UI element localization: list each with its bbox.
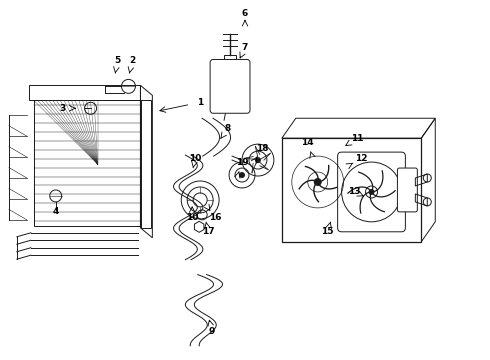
Text: 16: 16 <box>209 213 221 222</box>
Text: 10: 10 <box>189 154 201 163</box>
Text: 17: 17 <box>202 227 215 236</box>
FancyBboxPatch shape <box>210 59 250 113</box>
Text: 10: 10 <box>186 213 198 222</box>
Text: 19: 19 <box>236 158 248 167</box>
Bar <box>34 100 141 226</box>
Bar <box>142 100 151 228</box>
Text: 2: 2 <box>129 56 136 65</box>
Circle shape <box>368 189 374 195</box>
FancyBboxPatch shape <box>397 168 417 212</box>
Text: 18: 18 <box>256 144 268 153</box>
Circle shape <box>239 172 245 178</box>
Text: 3: 3 <box>60 104 66 113</box>
Bar <box>224 55 236 62</box>
Circle shape <box>255 157 261 163</box>
Bar <box>282 138 421 242</box>
Text: 9: 9 <box>209 327 215 336</box>
Text: 8: 8 <box>225 124 231 133</box>
Text: 6: 6 <box>242 9 248 18</box>
Text: 7: 7 <box>242 43 248 52</box>
Text: 1: 1 <box>197 98 203 107</box>
FancyBboxPatch shape <box>338 152 405 232</box>
Text: 15: 15 <box>321 227 334 236</box>
Text: 13: 13 <box>348 188 361 197</box>
Text: 5: 5 <box>114 56 121 65</box>
Text: 11: 11 <box>351 134 364 143</box>
Text: 4: 4 <box>52 207 59 216</box>
Text: 12: 12 <box>355 154 368 163</box>
Circle shape <box>314 178 322 186</box>
Text: 14: 14 <box>301 138 314 147</box>
